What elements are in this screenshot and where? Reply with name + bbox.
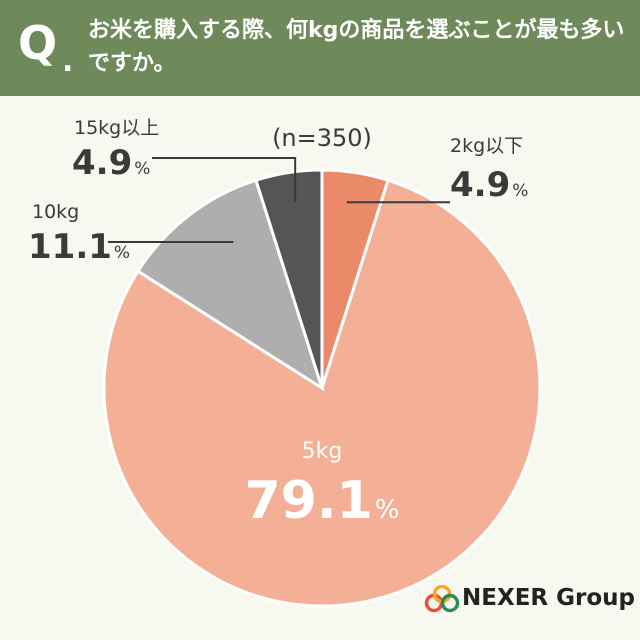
pie-slice-2 [135, 178, 325, 392]
question-header: Q . お米を購入する際、何kgの商品を選ぶことが最も多いですか。 [0, 0, 640, 96]
pie-slice-3 [254, 168, 324, 389]
leader-line-3 [152, 157, 297, 203]
sample-size-label: (n=350) [272, 124, 372, 152]
slice-value-3: 4.9% [72, 143, 150, 183]
slice-label-1: 5kg [302, 439, 343, 464]
slice-value-0: 4.9% [450, 165, 528, 205]
slice-label-0: 2kg以下 [450, 135, 523, 157]
slice-label-2: 10kg [32, 201, 79, 223]
q-dot: . [62, 44, 74, 79]
q-letter: Q [18, 16, 58, 70]
nexer-rings-logo-icon [424, 585, 460, 613]
slice-value-1: 79.1% [244, 471, 399, 531]
slice-label-3: 15kg以上 [74, 117, 159, 139]
brand-name: NEXER Group [462, 585, 635, 611]
pie-slice-1 [102, 178, 542, 608]
slice-value-2: 11.1% [28, 227, 130, 267]
question-text: お米を購入する際、何kgの商品を選ぶことが最も多いですか。 [88, 18, 625, 76]
